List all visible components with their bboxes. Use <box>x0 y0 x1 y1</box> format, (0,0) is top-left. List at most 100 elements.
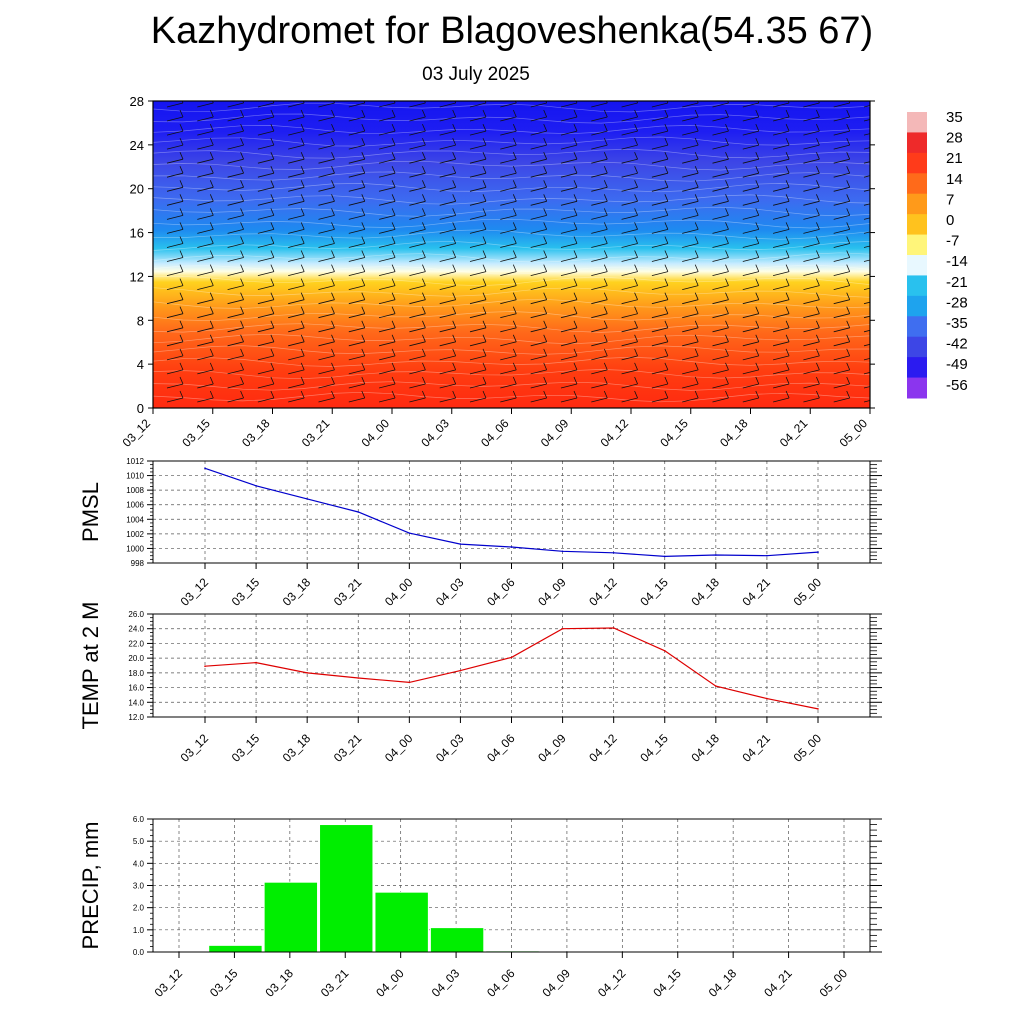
wind-barb <box>166 236 184 248</box>
wind-barb <box>166 292 184 305</box>
wind-barb <box>530 180 548 192</box>
wind-barb <box>773 348 790 361</box>
wind-barb <box>257 236 275 248</box>
wind-barb <box>469 390 487 403</box>
x-tick-label: 04_09 <box>535 731 569 765</box>
contour-line <box>153 125 870 135</box>
wind-barb <box>379 250 396 262</box>
wind-barb <box>863 400 870 403</box>
wind-barb <box>439 208 457 220</box>
wind-barb <box>742 292 760 305</box>
x-tick-label: 04_18 <box>688 575 722 609</box>
wind-barb <box>348 390 366 403</box>
wind-barb <box>530 390 548 403</box>
wind-barb <box>288 292 305 305</box>
wind-barb <box>560 306 578 319</box>
y-tick-label: 5.0 <box>133 837 145 846</box>
wind-barb <box>591 250 608 262</box>
wind-barb <box>439 376 457 389</box>
x-tick-label: 04_12 <box>595 966 629 1000</box>
wind-barb <box>379 264 396 276</box>
series-point <box>306 672 308 674</box>
wind-barb <box>833 250 851 262</box>
wind-barb <box>439 180 457 192</box>
wind-barb <box>682 334 699 347</box>
wind-barb <box>833 306 851 319</box>
wind-barb <box>773 236 790 248</box>
wind-barb <box>530 109 548 122</box>
wind-barb <box>682 123 699 136</box>
wind-barb <box>833 362 851 375</box>
wind-barb <box>773 166 790 178</box>
wind-barb <box>166 194 184 206</box>
wind-barb <box>166 376 184 389</box>
wind-barb <box>257 320 275 333</box>
precip-bar <box>263 881 319 953</box>
wind-barb <box>560 180 578 192</box>
x-tick-label: 04_21 <box>761 966 795 1000</box>
colorbar-label: -14 <box>946 253 968 270</box>
contour-line <box>153 206 870 217</box>
x-tick-label: 04_00 <box>382 731 416 765</box>
wind-barb <box>227 250 244 262</box>
wind-barb <box>591 348 608 361</box>
wind-barb <box>591 180 608 192</box>
x-tick-label: 04_03 <box>418 416 452 450</box>
contour-line <box>153 218 870 229</box>
x-tick-label: 04_09 <box>538 416 572 450</box>
y-tick-label: 4 <box>137 357 144 372</box>
wind-barb <box>742 152 760 164</box>
series-point <box>255 661 257 664</box>
wind-barb <box>257 222 275 234</box>
wind-barb <box>803 264 820 276</box>
wind-barb <box>348 152 366 164</box>
wind-barb <box>500 292 517 305</box>
wind-barb <box>469 137 487 150</box>
wind-barb <box>379 123 396 136</box>
wind-barb <box>227 109 244 122</box>
wind-barb <box>803 250 820 262</box>
wind-barb <box>409 101 426 108</box>
wind-barb <box>560 236 578 248</box>
wind-barb <box>530 334 548 347</box>
wind-barb <box>257 278 275 290</box>
wind-barb <box>591 390 608 403</box>
colorbar-swatch <box>907 295 927 317</box>
wind-barb <box>227 123 244 136</box>
wind-barb <box>227 152 244 164</box>
wind-barb <box>833 292 851 305</box>
wind-barb <box>288 334 305 347</box>
colorbar-label: 35 <box>946 109 963 126</box>
wind-barb <box>166 320 184 333</box>
wind-barb <box>409 123 426 136</box>
wind-barb <box>621 334 638 347</box>
wind-barb <box>682 208 699 220</box>
wind-barb <box>591 334 608 347</box>
x-tick-label: 04_21 <box>740 731 774 765</box>
wind-barb <box>560 278 578 290</box>
wind-barb <box>621 250 638 262</box>
wind-barb <box>197 208 214 220</box>
wind-barb <box>227 208 244 220</box>
colorbar-swatch <box>907 336 927 358</box>
wind-barb <box>288 152 305 164</box>
y-tick-label: 22.0 <box>128 639 144 648</box>
wind-barb <box>439 152 457 164</box>
x-tick-label: 04_15 <box>657 416 691 450</box>
x-tick-label: 03_15 <box>179 416 213 450</box>
wind-barb <box>379 278 396 290</box>
colorbar-label: 21 <box>946 150 963 167</box>
wind-barb <box>773 320 790 333</box>
wind-barb <box>166 264 184 276</box>
wind-barb <box>530 137 548 150</box>
precip-panel: 0.0 1.0 2.0 3.0 4.0 5.0 6.0 03_12 03_15 03_18 03_2… <box>78 815 882 1000</box>
wind-barb <box>469 236 487 248</box>
wind-barb <box>651 123 669 136</box>
y-tick-label: 1010 <box>126 472 144 481</box>
wind-barb <box>712 194 729 206</box>
wind-barb <box>803 320 820 333</box>
y-axis-title: PRECIP, mm <box>78 822 103 950</box>
wind-barb <box>318 222 335 234</box>
wind-barb <box>621 208 638 220</box>
